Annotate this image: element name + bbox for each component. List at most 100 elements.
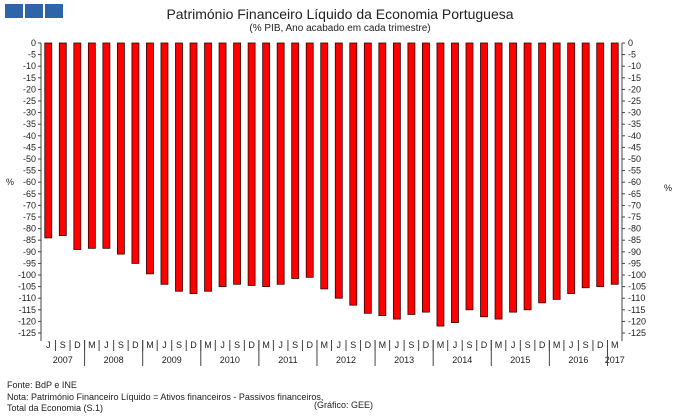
x-tick-label: J: [453, 340, 458, 350]
x-tick-label: S: [234, 340, 240, 350]
chart-title: Património Financeiro Líquido da Economi…: [166, 6, 514, 22]
y-tick-label-right: 0: [628, 38, 633, 48]
y-tick-label-right: -125: [628, 328, 646, 338]
year-label: 2013: [394, 355, 414, 365]
note-text: Nota: Património Financeiro Líquido = At…: [7, 392, 324, 402]
bar: [233, 42, 241, 285]
x-tick-label: S: [292, 340, 298, 350]
y-tick-label-left: -110: [19, 293, 36, 303]
bar: [422, 42, 430, 313]
x-tick-label: D: [74, 340, 81, 350]
y-tick-label-left: -30: [23, 108, 36, 118]
x-tick-label: M: [495, 340, 503, 350]
y-axis-label-left: %: [6, 177, 14, 187]
y-tick-label-right: -15: [628, 73, 641, 83]
bar: [451, 42, 459, 323]
x-tick-label: D: [365, 340, 372, 350]
y-tick-label-left: -15: [23, 73, 36, 83]
y-tick-label-right: -95: [628, 258, 641, 268]
y-tick-label-right: -30: [628, 108, 641, 118]
year-label: 2015: [510, 355, 530, 365]
y-axis-label-right: %: [664, 183, 672, 193]
bar: [73, 42, 82, 250]
bar: [116, 42, 125, 255]
source-text: Fonte: BdP e INE: [7, 380, 77, 390]
year-label: 2016: [568, 355, 588, 365]
chart-subtitle: (% PIB, Ano acabado em cada trimestre): [249, 23, 431, 34]
year-label: 2017: [605, 355, 625, 365]
bar: [160, 42, 169, 285]
x-tick-label: D: [306, 340, 313, 350]
y-tick-label-left: -50: [23, 154, 36, 164]
x-tick-label: J: [278, 340, 283, 350]
year-label: 2011: [278, 355, 297, 365]
bar: [291, 42, 300, 279]
bar: [378, 42, 387, 317]
bar: [87, 42, 96, 249]
y-tick-label-right: -85: [628, 235, 641, 245]
y-tick-label-left: -25: [23, 96, 36, 106]
x-tick-label: S: [525, 340, 531, 350]
bar: [465, 42, 474, 311]
bar: [436, 42, 445, 327]
bar: [363, 42, 372, 314]
y-tick-label-left: -120: [18, 316, 36, 326]
y-tick-label-right: -10: [628, 61, 641, 71]
x-tick-label: S: [466, 340, 472, 350]
year-label: 2007: [53, 355, 73, 365]
x-tick-label: S: [118, 340, 124, 350]
y-tick-label-left: -80: [23, 224, 36, 234]
x-tick-label: J: [511, 340, 516, 350]
x-tick-label: D: [190, 340, 197, 350]
y-tick-label-left: -105: [18, 282, 36, 292]
y-tick-label-right: -65: [628, 189, 641, 199]
x-tick-label: J: [220, 340, 225, 350]
bar: [102, 42, 111, 249]
year-label: 2014: [452, 355, 472, 365]
y-tick-label-left: 0: [31, 38, 36, 48]
x-tick-label: M: [146, 340, 154, 350]
x-tick-label: M: [262, 340, 270, 350]
x-tick-label: D: [597, 340, 604, 350]
bar: [596, 42, 605, 288]
x-tick-label: S: [408, 340, 414, 350]
bar: [320, 42, 329, 290]
bar: [610, 42, 619, 285]
x-tick-label: J: [104, 340, 109, 350]
x-tick-label: D: [248, 340, 255, 350]
y-tick-label-right: -75: [628, 212, 641, 222]
x-tick-label: M: [204, 340, 212, 350]
y-tick-label-right: -115: [628, 305, 645, 315]
y-tick-label-left: -95: [23, 258, 36, 268]
bar: [349, 42, 358, 306]
y-tick-label-right: -50: [628, 154, 641, 164]
y-tick-label-left: -75: [23, 212, 36, 222]
y-tick-label-right: -70: [628, 200, 641, 210]
x-tick-label: D: [481, 340, 488, 350]
bar: [581, 42, 590, 289]
bar: [480, 42, 488, 318]
year-label: 2008: [104, 355, 124, 365]
y-tick-label-left: -115: [19, 305, 36, 315]
bar: [58, 42, 67, 236]
x-tick-label: J: [162, 340, 167, 350]
y-tick-label-right: -120: [628, 316, 646, 326]
y-tick-label-left: -85: [23, 235, 36, 245]
x-tick-label: S: [176, 340, 182, 350]
x-tick-label: J: [395, 340, 400, 350]
y-tick-label-left: -55: [23, 166, 36, 176]
bar: [262, 42, 271, 288]
bar: [538, 42, 547, 304]
bar: [552, 42, 561, 300]
bar: [494, 42, 503, 320]
bar: [276, 42, 285, 285]
x-tick-label: M: [553, 340, 561, 350]
x-tick-label: J: [569, 340, 574, 350]
y-tick-label-right: -100: [628, 270, 646, 280]
y-tick-label-left: -40: [23, 131, 36, 141]
bar: [146, 42, 154, 275]
year-label: 2010: [220, 355, 240, 365]
x-tick-label: D: [423, 340, 430, 350]
